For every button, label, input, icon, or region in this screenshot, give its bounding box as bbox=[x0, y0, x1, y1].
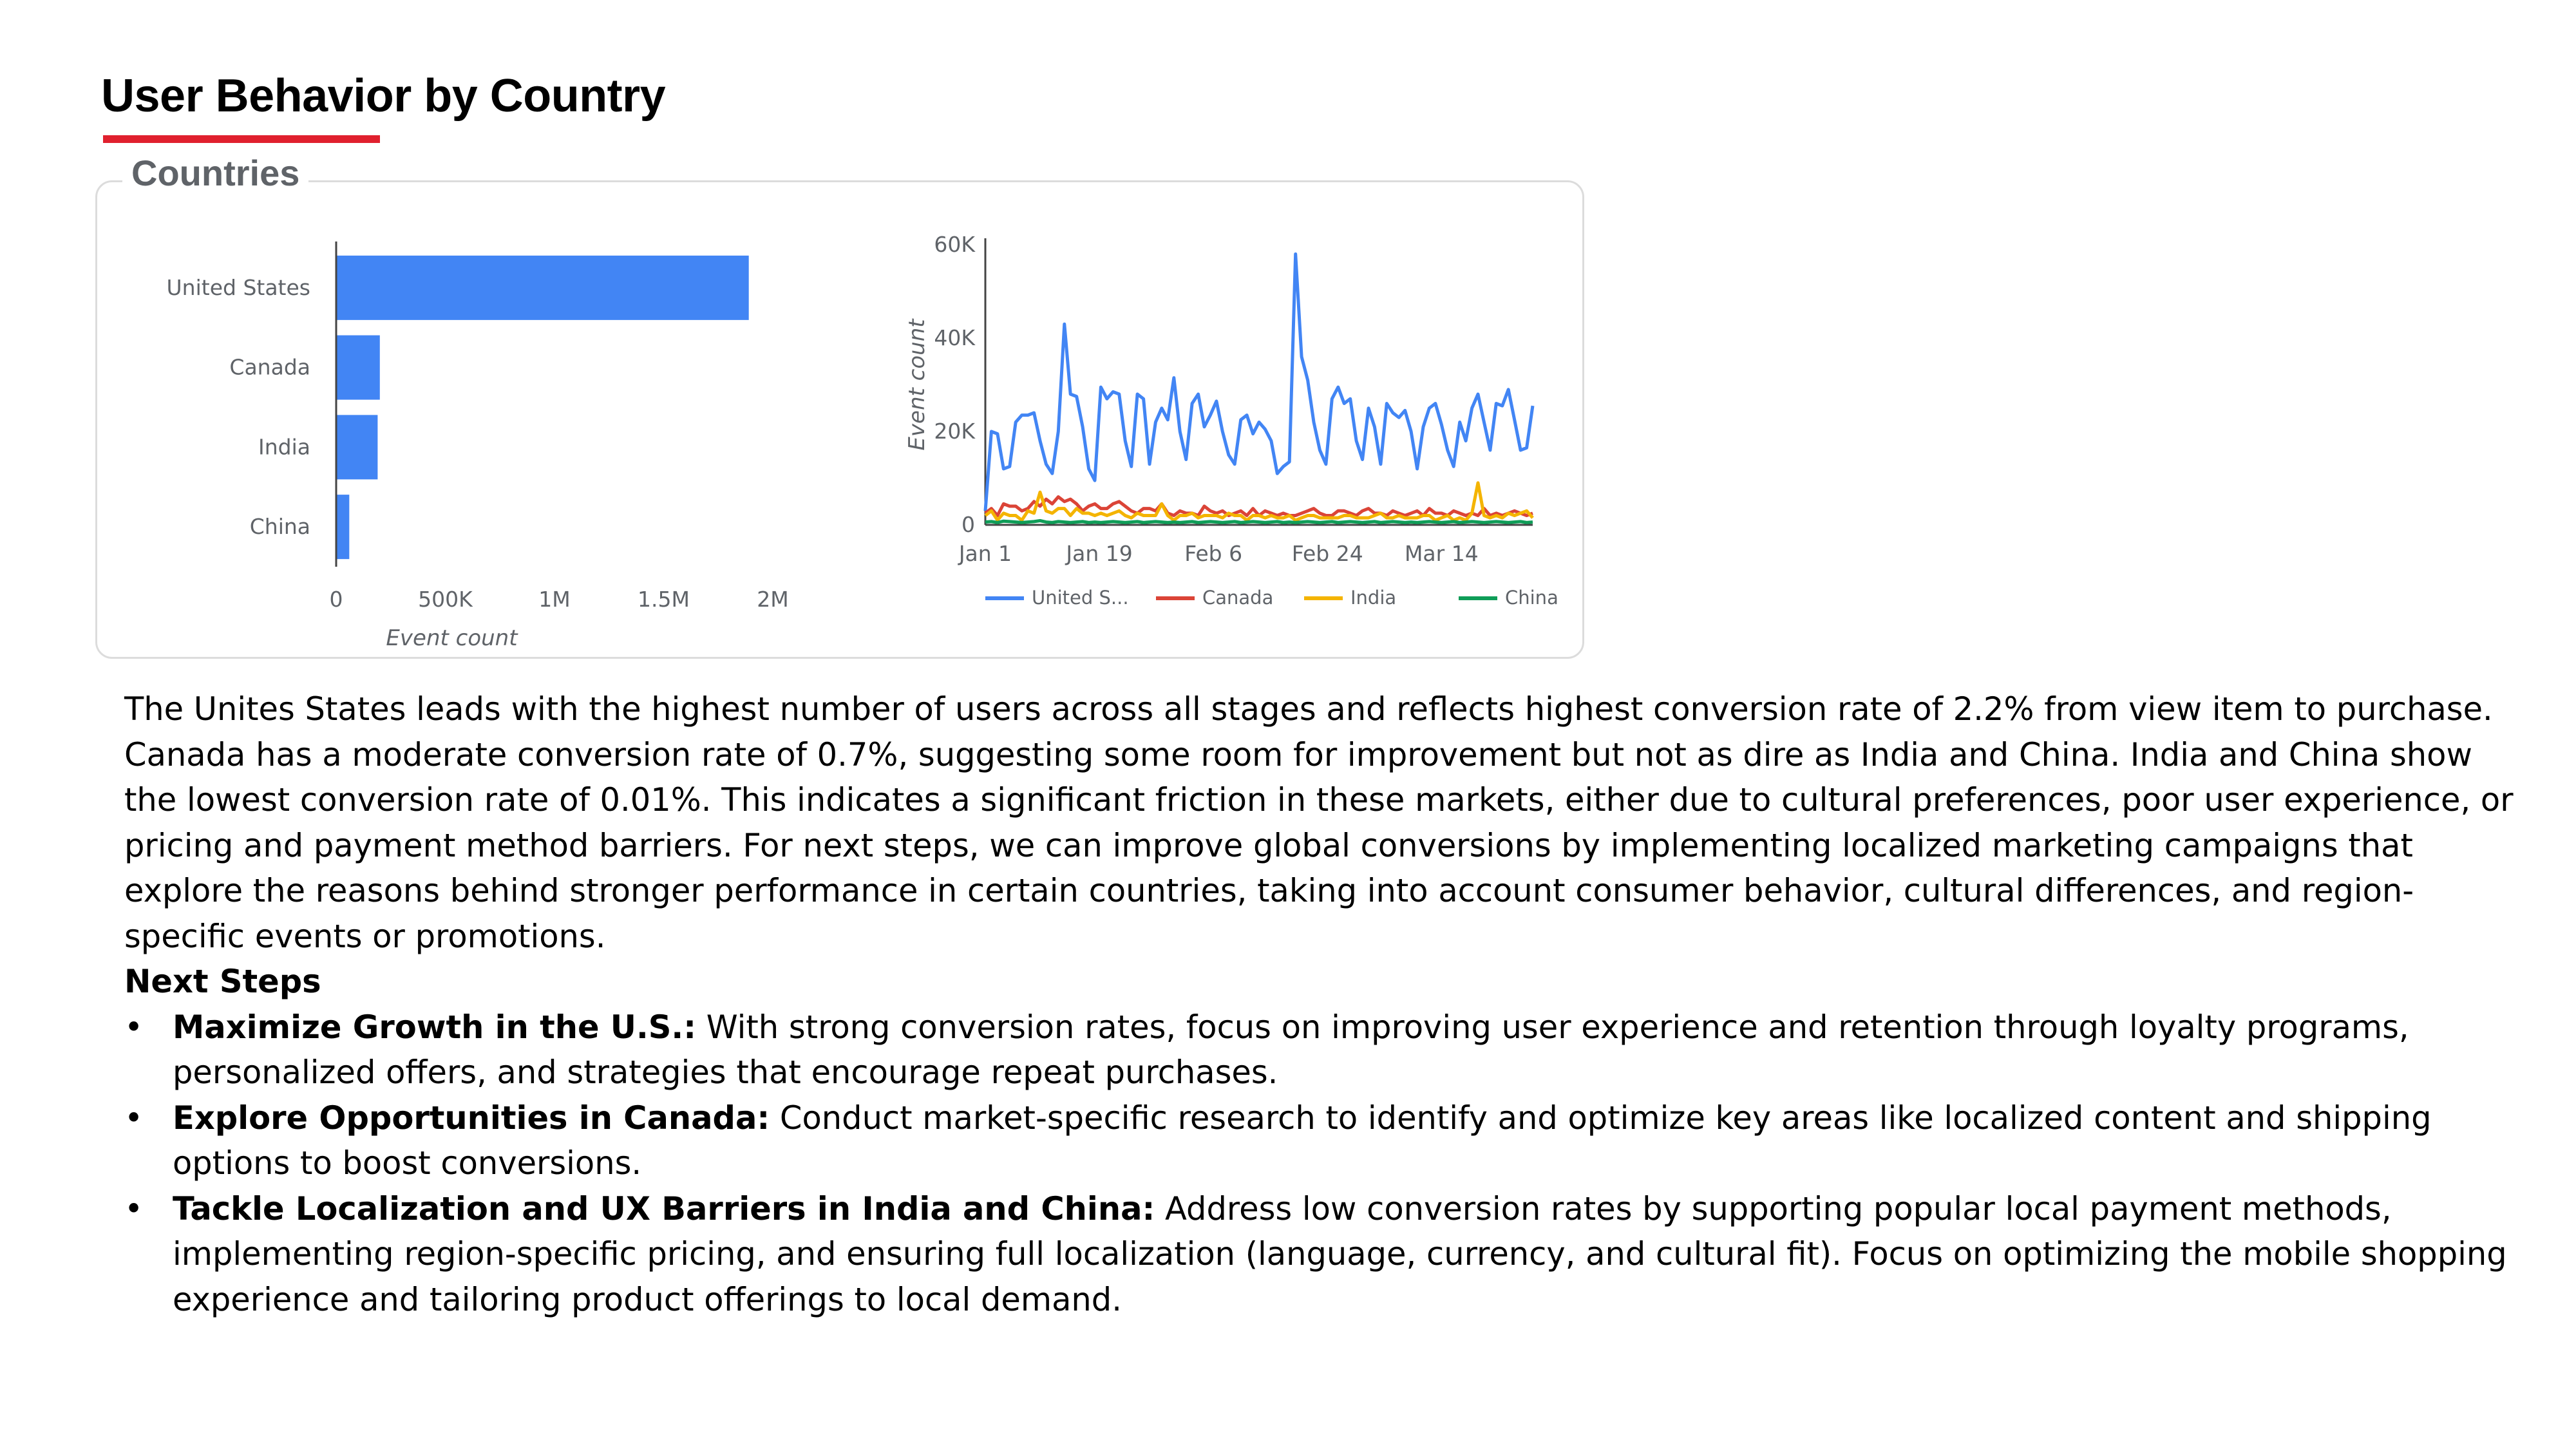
card-title: Countries bbox=[122, 152, 309, 194]
bar bbox=[336, 255, 749, 320]
list-item: • Explore Opportunities in Canada: Conduc… bbox=[124, 1095, 2533, 1186]
list-item: • Maximize Growth in the U.S.: With stron… bbox=[124, 1005, 2533, 1095]
bar-chart: United States Canada India China 0 500K 1M 1.5M… bbox=[167, 242, 789, 651]
y-tick-label: 60K bbox=[934, 232, 976, 257]
x-tick-label: 0 bbox=[330, 587, 343, 612]
summary-paragraph: The Unites States leads with the highest… bbox=[124, 690, 2514, 955]
x-tick-label: 1.5M bbox=[638, 587, 690, 612]
bar bbox=[336, 495, 350, 560]
bullet-text: Address low conversion rates by supporti… bbox=[173, 1189, 2507, 1318]
bullet-text: Conduct market-specific research to iden… bbox=[173, 1099, 2432, 1182]
next-steps-title: Next Steps bbox=[124, 963, 321, 1000]
bullet-heading: Explore Opportunities in Canada: bbox=[173, 1099, 770, 1137]
bullet-heading: Tackle Localization and UX Barriers in I… bbox=[173, 1189, 1155, 1227]
y-tick-label: 0 bbox=[961, 512, 975, 537]
category-label: India bbox=[258, 434, 310, 459]
bullet-marker: • bbox=[124, 1099, 144, 1137]
y-tick-label: 40K bbox=[934, 325, 976, 350]
line-chart: 0 20K 40K 60K Event count Jan 1 Jan 19 Feb 6 Feb… bbox=[904, 232, 1558, 609]
next-steps-list: • Maximize Growth in the U.S.: With stron… bbox=[124, 1005, 2533, 1323]
category-label: Canada bbox=[229, 355, 310, 380]
slide-title: User Behavior by Country bbox=[101, 70, 666, 122]
legend-label: United S... bbox=[1032, 587, 1129, 609]
x-tick-label: 2M bbox=[757, 587, 788, 612]
bullet-marker: • bbox=[124, 1008, 144, 1046]
x-tick-label: Jan 19 bbox=[1065, 541, 1132, 566]
y-tick-label: 20K bbox=[934, 419, 976, 444]
bar bbox=[336, 335, 380, 400]
category-label: United States bbox=[167, 275, 310, 300]
x-tick-label: 1M bbox=[538, 587, 570, 612]
series-line bbox=[983, 252, 1535, 511]
legend-label: China bbox=[1505, 587, 1558, 609]
y-axis-title: Event count bbox=[904, 318, 930, 451]
x-tick-label: 500K bbox=[418, 587, 473, 612]
title-underline bbox=[103, 135, 380, 143]
body-text: The Unites States leads with the highest… bbox=[124, 687, 2533, 1322]
x-tick-label: Feb 24 bbox=[1292, 541, 1363, 566]
bullet-text: With strong conversion rates, focus on i… bbox=[173, 1008, 2409, 1092]
bullet-heading: Maximize Growth in the U.S.: bbox=[173, 1008, 697, 1046]
x-axis-title: Event count bbox=[386, 625, 518, 651]
x-tick-label: Mar 14 bbox=[1405, 541, 1479, 566]
series-line bbox=[984, 481, 1534, 522]
bullet-marker: • bbox=[124, 1189, 144, 1227]
legend-label: India bbox=[1350, 587, 1396, 609]
x-tick-label: Feb 6 bbox=[1184, 541, 1242, 566]
category-label: China bbox=[250, 514, 310, 539]
legend-label: Canada bbox=[1202, 587, 1273, 609]
series-line bbox=[985, 519, 1533, 524]
bar bbox=[336, 415, 378, 480]
list-item: • Tackle Localization and UX Barriers in … bbox=[124, 1186, 2533, 1323]
x-tick-label: Jan 1 bbox=[958, 541, 1012, 566]
